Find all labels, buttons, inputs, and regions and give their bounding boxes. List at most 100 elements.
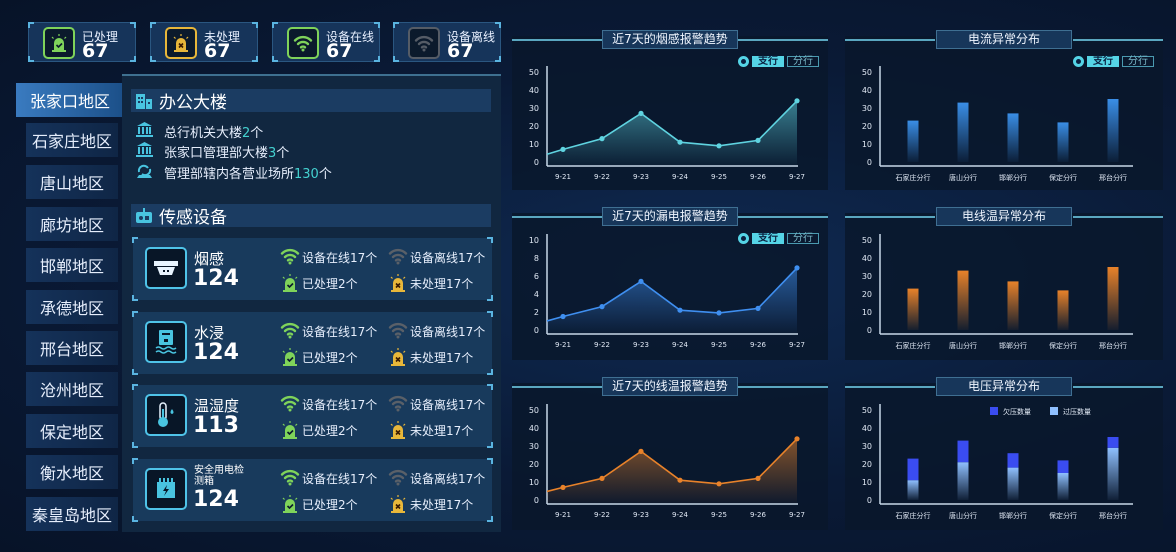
toggle-branch[interactable]: 分行 — [787, 233, 819, 244]
corner-decoration — [374, 56, 380, 62]
x-tick-label: 邯郸分行 — [999, 173, 1027, 182]
sensor-card[interactable]: 温湿度 113 设备在线17个 设备离线17个 已处理2个 未处理17个 — [132, 384, 493, 448]
title-line-right — [1073, 216, 1163, 218]
title-line-left — [512, 216, 602, 218]
sidebar-item-region[interactable]: 邯郸地区 — [26, 248, 118, 282]
bar — [957, 102, 969, 162]
corner-decoration — [393, 22, 399, 28]
refresh-icon[interactable] — [738, 56, 749, 67]
title-line-left — [845, 39, 935, 41]
sensor-handled: 已处理2个 — [302, 277, 358, 291]
toggle-branch[interactable]: 分行 — [1122, 56, 1154, 67]
x-tick-label: 石家庄分行 — [896, 511, 931, 520]
y-tick-label: 30 — [529, 104, 539, 113]
toggle-sub-branch[interactable]: 支行 — [752, 56, 784, 67]
sidebar-item-region[interactable]: 石家庄地区 — [26, 123, 118, 157]
refresh-icon[interactable] — [738, 233, 749, 244]
title-line-left — [512, 39, 602, 41]
bar — [907, 288, 919, 330]
water-sensor-icon — [145, 321, 187, 363]
office-item-count: 3 — [268, 146, 277, 161]
sidebar-item-region[interactable]: 邢台地区 — [26, 331, 118, 365]
data-point — [638, 448, 644, 454]
x-tick-label: 9-24 — [672, 511, 688, 519]
y-tick-label: 0 — [867, 158, 872, 167]
branch-icon — [136, 163, 153, 183]
sensor-offline: 设备离线17个 — [410, 398, 486, 412]
wifi-icon — [287, 27, 319, 59]
chart-svg: 0 10 20 30 40 50 9-21 9-22 9-23 9-24 9-25 9-26 9-27 — [529, 66, 805, 181]
y-tick-label: 40 — [529, 424, 539, 433]
corner-decoration — [487, 384, 493, 390]
bar-over-voltage — [1057, 473, 1069, 500]
chart-svg: 0 10 20 30 40 50 石家庄分行 唐山分行 邯郸分行 保定分行 邢台分行 欠压数量 过压数量 — [862, 404, 1133, 520]
sidebar-item-region[interactable]: 张家口地区 — [16, 83, 124, 117]
legend-swatch — [1050, 407, 1058, 415]
y-tick-label: 20 — [862, 122, 872, 131]
corner-decoration — [132, 458, 138, 464]
y-tick-label: 20 — [862, 460, 872, 469]
stat-value: 67 — [82, 40, 109, 62]
sensor-online: 设备在线17个 — [302, 251, 378, 265]
branch-toggle[interactable]: 支行 分行 — [1073, 56, 1154, 67]
bar — [1057, 122, 1069, 162]
data-point — [716, 143, 722, 149]
sensor-online: 设备在线17个 — [302, 398, 378, 412]
sensor-handled: 已处理2个 — [302, 351, 358, 365]
chart-title: 电流异常分布 — [936, 30, 1072, 49]
sensor-card[interactable]: 烟感 124 设备在线17个 设备离线17个 已处理2个 未处理17个 — [132, 237, 493, 301]
corner-decoration — [150, 22, 156, 28]
building-icon — [136, 94, 152, 109]
sensor-card[interactable]: 安全用电检测箱 124 设备在线17个 设备离线17个 已处理2个 未处理17个 — [132, 458, 493, 522]
stat-card-alarm-check: 已处理 67 — [28, 22, 136, 62]
x-tick-label: 石家庄分行 — [896, 173, 931, 182]
office-item: 总行机关大楼2个 — [136, 122, 263, 141]
sensor-online: 设备在线17个 — [302, 325, 378, 339]
toggle-sub-branch[interactable]: 支行 — [1087, 56, 1119, 67]
sidebar-item-region[interactable]: 衡水地区 — [26, 455, 118, 489]
y-tick-label: 20 — [862, 290, 872, 299]
branch-toggle[interactable]: 支行 分行 — [738, 56, 819, 67]
y-tick-label: 0 — [867, 496, 872, 505]
sidebar-item-region[interactable]: 承德地区 — [26, 290, 118, 324]
title-line-right — [738, 39, 828, 41]
sidebar-item-region[interactable]: 唐山地区 — [26, 165, 118, 199]
bar-under-voltage — [1107, 437, 1119, 448]
office-section-header: 办公大楼 — [131, 89, 491, 113]
office-item: 张家口管理部大楼3个 — [136, 142, 289, 161]
x-tick-label: 9-22 — [594, 173, 610, 181]
chart-panel: 电线温异常分布 0 10 20 30 40 50 石家庄分行 唐山分行 邯郸分行 保定分行 邢台分行 — [845, 207, 1163, 360]
y-tick-label: 40 — [529, 86, 539, 95]
legend-swatch — [990, 407, 998, 415]
x-tick-label: 邯郸分行 — [999, 511, 1027, 520]
x-tick-label: 9-27 — [789, 341, 805, 349]
sensor-name: 水浸 — [194, 324, 225, 342]
sidebar-item-region[interactable]: 秦皇岛地区 — [26, 497, 118, 531]
sensor-offline: 设备离线17个 — [410, 251, 486, 265]
toggle-sub-branch[interactable]: 支行 — [752, 233, 784, 244]
title-line-left — [845, 386, 935, 388]
data-point — [560, 313, 566, 320]
alarm-check-icon — [43, 27, 75, 59]
sensor-card[interactable]: 水浸 124 设备在线17个 设备离线17个 已处理2个 未处理17个 — [132, 311, 493, 375]
bar-over-voltage — [957, 462, 969, 500]
y-tick-label: 2 — [534, 308, 539, 317]
office-item-label: 管理部辖内各营业场所 — [164, 167, 295, 182]
corner-decoration — [150, 56, 156, 62]
y-tick-label: 20 — [529, 122, 539, 131]
wifi-off-icon — [408, 27, 440, 59]
sidebar-item-region[interactable]: 沧州地区 — [26, 372, 118, 406]
chart-panel: 近7天的漏电报警趋势 支行 分行 0 2 4 6 8 10 9-21 9-22 9-23 9-24 9-2… — [512, 207, 828, 360]
sidebar-item-region[interactable]: 廊坊地区 — [26, 207, 118, 241]
refresh-icon[interactable] — [1073, 56, 1084, 67]
stat-label: 已处理 — [82, 30, 119, 44]
title-line-right — [738, 386, 828, 388]
toggle-branch[interactable]: 分行 — [787, 56, 819, 67]
data-point — [794, 98, 800, 104]
chart-panel: 电流异常分布 支行 分行 0 10 20 30 40 50 石家庄分行 唐山分行 邯郸分行 保定分行 邢台… — [845, 30, 1163, 190]
legend-label: 欠压数量 — [1003, 407, 1031, 416]
sidebar-item-region[interactable]: 保定地区 — [26, 414, 118, 448]
series-line — [546, 267, 798, 322]
branch-toggle[interactable]: 支行 分行 — [738, 233, 819, 244]
x-tick-label: 9-21 — [555, 341, 571, 349]
